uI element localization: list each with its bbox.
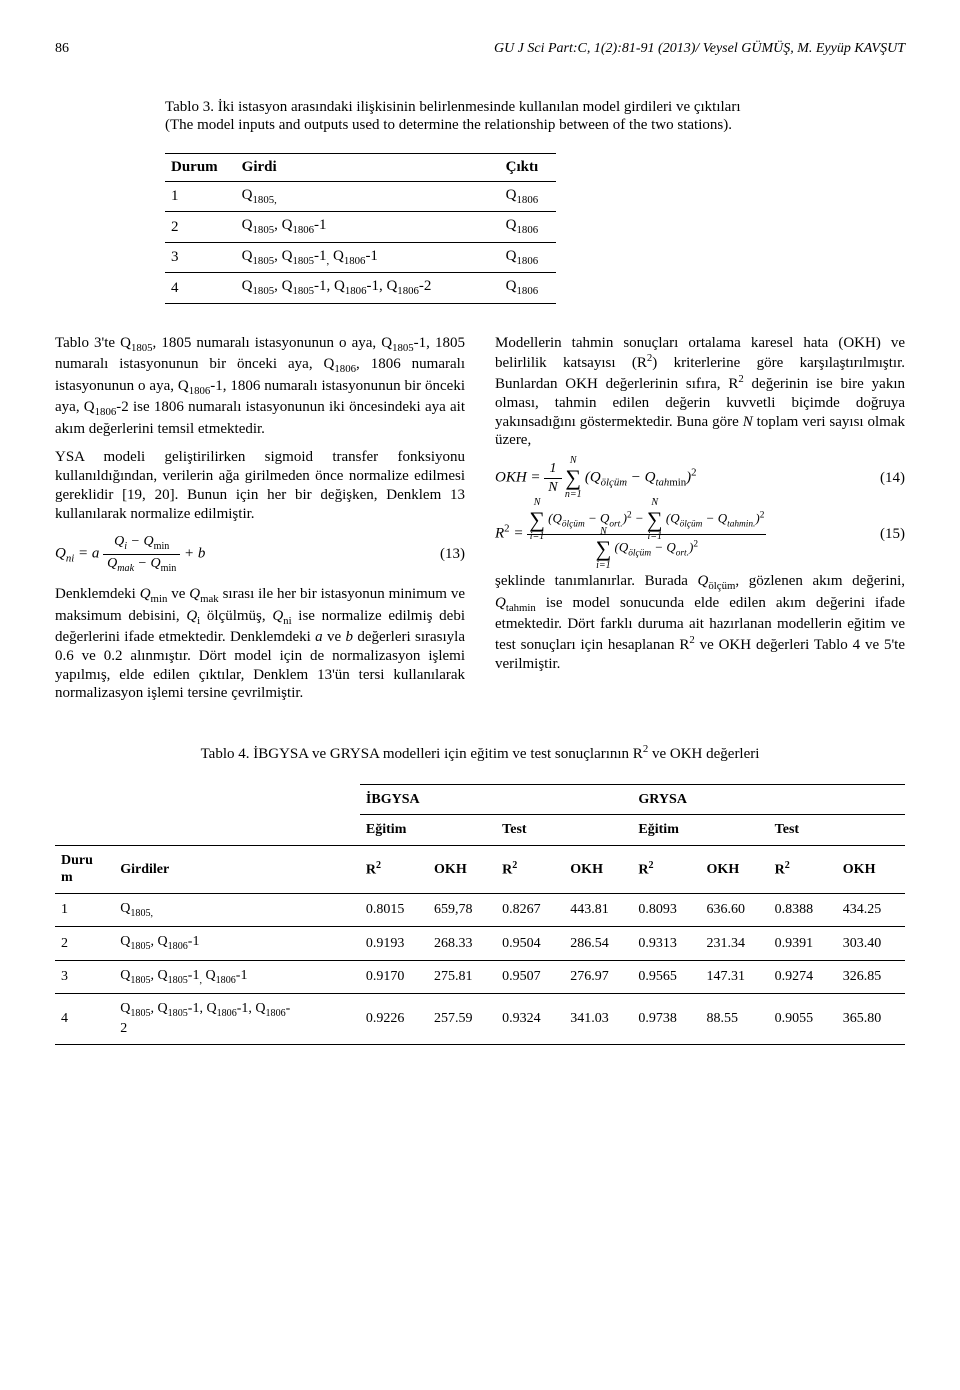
table3: Durum Girdi Çıktı 1 Q1805, Q1806 2 Q1805… bbox=[165, 153, 556, 304]
body-paragraph: şeklinde tanımlanırlar. Burada Qölçüm, g… bbox=[495, 572, 905, 673]
table4-col-girdiler: Girdiler bbox=[114, 845, 360, 893]
eq15-number: (15) bbox=[880, 525, 905, 544]
table4-col: R2 bbox=[632, 845, 700, 893]
body-paragraph: Modellerin tahmin sonuçları ortalama kar… bbox=[495, 334, 905, 451]
table4-col: OKH bbox=[837, 845, 905, 893]
table4-col: R2 bbox=[360, 845, 428, 893]
eq14-expression: OKH = 1N ∑Nn=1 (Qölçüm − Qtahmin)2 bbox=[495, 460, 697, 496]
eq13-number: (13) bbox=[440, 545, 465, 564]
eq13-expression: Qni = a Qi − Qmin Qmak − Qmin + b bbox=[55, 533, 205, 575]
table-row: 1 Q1805, Q1806 bbox=[165, 181, 556, 211]
table3-caption: Tablo 3. İki istasyon arasındaki ilişkis… bbox=[165, 98, 865, 136]
left-column: Tablo 3'te Q1805, 1805 numaralı istasyon… bbox=[55, 334, 465, 713]
eq15-expression: R2 = ∑Ni=1 (Qölçüm − Qort.)2 − ∑Ni=1 (Qö… bbox=[495, 506, 766, 562]
table-row: 2 Q1805, Q1806-1 Q1806 bbox=[165, 212, 556, 242]
two-column-body: Tablo 3'te Q1805, 1805 numaralı istasyon… bbox=[55, 334, 905, 713]
table-row: 1 Q1805, 0.8015 659,78 0.8267 443.81 0.8… bbox=[55, 893, 905, 926]
eq14-number: (14) bbox=[880, 469, 905, 488]
table4-sub-0: Eğitim bbox=[360, 815, 496, 846]
table4-col: OKH bbox=[564, 845, 632, 893]
right-column: Modellerin tahmin sonuçları ortalama kar… bbox=[495, 334, 905, 713]
table3-col-2: Çıktı bbox=[500, 154, 557, 182]
running-header: 86 GU J Sci Part:C, 1(2):81-91 (2013)/ V… bbox=[55, 40, 905, 58]
table-row: 2 Q1805, Q1806-1 0.9193 268.33 0.9504 28… bbox=[55, 927, 905, 960]
table4-sub-3: Test bbox=[769, 815, 905, 846]
table-row: 3 Q1805, Q1805-1, Q1806-1 0.9170 275.81 … bbox=[55, 960, 905, 993]
body-paragraph: Denklemdeki Qmin ve Qmak sırası ile her … bbox=[55, 585, 465, 703]
table4-group-0: İBGYSA bbox=[360, 784, 633, 815]
table3-title-en: (The model inputs and outputs used to de… bbox=[165, 117, 732, 133]
body-paragraph: Tablo 3'te Q1805, 1805 numaralı istasyon… bbox=[55, 334, 465, 439]
table4-col: R2 bbox=[496, 845, 564, 893]
equation-13: Qni = a Qi − Qmin Qmak − Qmin + b (13) bbox=[55, 533, 465, 575]
table3-title: Tablo 3. İki istasyon arasındaki ilişkis… bbox=[165, 99, 741, 115]
table4-col: OKH bbox=[428, 845, 496, 893]
table-row: 4 Q1805, Q1805-1, Q1806-1, Q1806-2 0.922… bbox=[55, 994, 905, 1045]
running-head-text: GU J Sci Part:C, 1(2):81-91 (2013)/ Veys… bbox=[494, 40, 905, 58]
table4: İBGYSA GRYSA Eğitim Test Eğitim Test Dur… bbox=[55, 784, 905, 1045]
table-row: 3 Q1805, Q1805-1, Q1806-1 Q1806 bbox=[165, 242, 556, 272]
table4-sub-1: Test bbox=[496, 815, 632, 846]
equation-14: OKH = 1N ∑Nn=1 (Qölçüm − Qtahmin)2 (14) bbox=[495, 460, 905, 496]
table4-col: R2 bbox=[769, 845, 837, 893]
body-paragraph: YSA modeli geliştirilirken sigmoid trans… bbox=[55, 448, 465, 523]
table-row: 4 Q1805, Q1805-1, Q1806-1, Q1806-2 Q1806 bbox=[165, 273, 556, 303]
page-number: 86 bbox=[55, 40, 69, 58]
table4-caption: Tablo 4. İBGYSA ve GRYSA modelleri için … bbox=[55, 743, 905, 764]
table4-col: OKH bbox=[701, 845, 769, 893]
table4-sub-2: Eğitim bbox=[632, 815, 768, 846]
table3-col-1: Girdi bbox=[236, 154, 500, 182]
table4-group-1: GRYSA bbox=[632, 784, 905, 815]
table4-col-durum: Durum bbox=[55, 845, 114, 893]
table3-col-0: Durum bbox=[165, 154, 236, 182]
equation-15: R2 = ∑Ni=1 (Qölçüm − Qort.)2 − ∑Ni=1 (Qö… bbox=[495, 506, 905, 562]
